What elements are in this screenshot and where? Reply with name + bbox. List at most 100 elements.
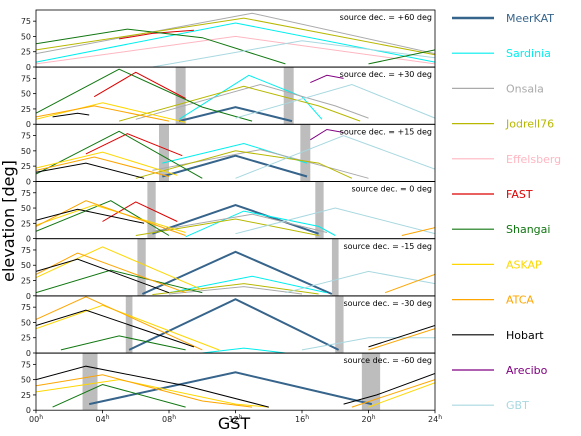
gray-band-2-0 [159,124,169,182]
series-meerkat-line-5-0 [128,298,340,351]
gray-band-6-1 [361,353,381,411]
x-tick-label-16: 16h [295,414,309,424]
y-axis-label: elevation [deg] [0,160,18,282]
series-askap-line-5-3 [36,304,220,351]
series-meerkat-line-1-0 [178,106,293,123]
series-jodrell76-line-1-3 [118,85,361,122]
x-axis: 00h 04h 08h 12h 16h 20h 24h [29,410,442,424]
series-gbt-line-0-6 [152,40,435,67]
series-atca-line-6-3 [36,374,253,408]
series-onsala-line-2-2 [152,149,369,179]
y-tick-label-3-0: 0 [26,235,31,244]
panel-2: 0 25 50 75 source dec. = +15 deg [21,124,436,186]
series-gbt-line-5-6 [301,337,435,351]
series-atca-line-2-7 [36,156,170,177]
legend-label-hobart: Hobart [506,329,544,342]
series-atca-line-4-9 [384,273,435,294]
series-fast-line-2-4 [85,133,183,157]
series-sardinia-line-5-1 [202,347,286,353]
y-tick-label-5-50: 50 [21,318,31,327]
x-tick-label-12: 12h [229,414,243,424]
series-jodrell76-line-2-3 [135,150,353,179]
y-tick-label-6-25: 25 [21,391,31,400]
gray-band-6-0 [82,353,98,411]
y-tick-label-3-75: 75 [21,189,31,198]
series-askap-line-1-6 [36,102,186,123]
series-sardinia-line-2-1 [162,142,308,164]
y-tick-label-5-25: 25 [21,334,31,343]
y-tick-label-4-75: 75 [21,246,31,255]
series-jodrell76-line-0-2 [36,17,435,56]
legend-label-onsala: Onsala [506,82,544,95]
y-tick-label-3-50: 50 [21,204,31,213]
series-hobart-line-6-4 [36,365,269,408]
series-onsala-line-3-2 [152,213,328,233]
series-effelsberg-line-0-3 [36,35,435,65]
legend-label-askap: ASKAP [506,258,542,271]
panel-label-4: source dec. = -15 deg [343,242,432,251]
series-atca-line-5-8 [368,328,435,351]
legend-label-meerkat: MeerKAT [506,12,554,25]
series-onsala-line-0-1 [36,12,435,55]
series-hobart-line-5-5 [36,309,195,348]
panel-label-6: source dec. = -60 deg [343,356,432,365]
panel-4: 0 25 50 75 source dec. = -15 deg [21,238,436,301]
panel-label-5: source dec. = -30 deg [343,299,432,308]
panel-5: 0 25 50 75 source dec. = -30 deg [21,295,436,358]
series-shangai-line-2-5 [36,130,203,179]
series-sardinia-line-3-1 [185,210,336,238]
series-onsala-line-1-2 [135,83,369,120]
y-tick-label-2-50: 50 [21,147,31,156]
series-atca-line-3-7 [36,200,186,236]
series-gbt-line-2-10 [235,135,435,179]
series-shangai-line-6-1 [52,383,186,408]
y-tick-label-3-25: 25 [21,219,31,228]
series-askap-line-6-2 [36,379,269,408]
gray-band-4-1 [331,238,339,296]
series-arecibo-line-2-9 [310,128,344,141]
y-tick-label-1-75: 75 [21,74,31,83]
gray-band-2-1 [300,124,311,182]
series-fast-line-0-4 [119,29,194,40]
x-tick-label-24: 24h [428,414,442,424]
series-onsala-line-4-2 [168,286,303,295]
gray-band-3-0 [147,181,156,239]
series-atca-line-3-10 [401,227,435,236]
series-shangai-line-3-5 [36,200,170,236]
panel-label-2: source dec. = +15 deg [340,127,432,136]
y-tick-label-0-50: 50 [21,32,31,41]
y-tick-label-5-0: 0 [26,349,31,358]
y-tick-label-5-75: 75 [21,303,31,312]
y-tick-label-1-50: 50 [21,90,31,99]
series-askap-line-3-6 [36,204,186,233]
x-tick-label-00: 00h [29,414,43,424]
gray-band-4-0 [137,238,146,296]
y-tick-label-4-50: 50 [21,261,31,270]
series-hobart-line-3-8 [36,208,145,224]
series-meerkat-line-6-0 [88,371,373,406]
y-tick-label-2-25: 25 [21,162,31,171]
series-hobart-line-4-7 [36,258,170,294]
gray-band-5-1 [335,296,344,353]
y-tick-label-6-50: 50 [21,376,31,385]
legend-label-effelsberg: Effelsberg [506,153,561,166]
series-fast-line-1-4 [93,71,186,99]
series-gbt-line-3-9 [235,207,435,235]
series-shangai-line-4-4 [36,269,203,294]
y-tick-label-4-0: 0 [26,292,31,301]
panel-1: 0 25 50 75 source dec. = +30 deg [21,66,436,129]
series-askap-line-2-6 [36,151,178,176]
legend-label-jodrell76: Jodrell76 [505,118,554,131]
series-gbt-line-1-10 [235,83,435,119]
y-tick-label-0-75: 75 [21,17,31,26]
y-tick-label-4-25: 25 [21,277,31,286]
series-hobart-line-6-5 [343,373,435,405]
series-shangai-line-5-2 [60,335,186,351]
y-tick-label-2-75: 75 [21,132,31,141]
series-hobart-line-1-8 [52,112,90,118]
panel-stack: 0 25 50 75 source dec. = +60 deg 0 25 50 75 sourc… [21,9,436,415]
y-tick-label-2-0: 0 [26,177,31,186]
series-hobart-line-2-8 [36,162,145,179]
x-tick-label-08: 08h [162,414,176,424]
series-atca-line-6-6 [351,379,435,408]
